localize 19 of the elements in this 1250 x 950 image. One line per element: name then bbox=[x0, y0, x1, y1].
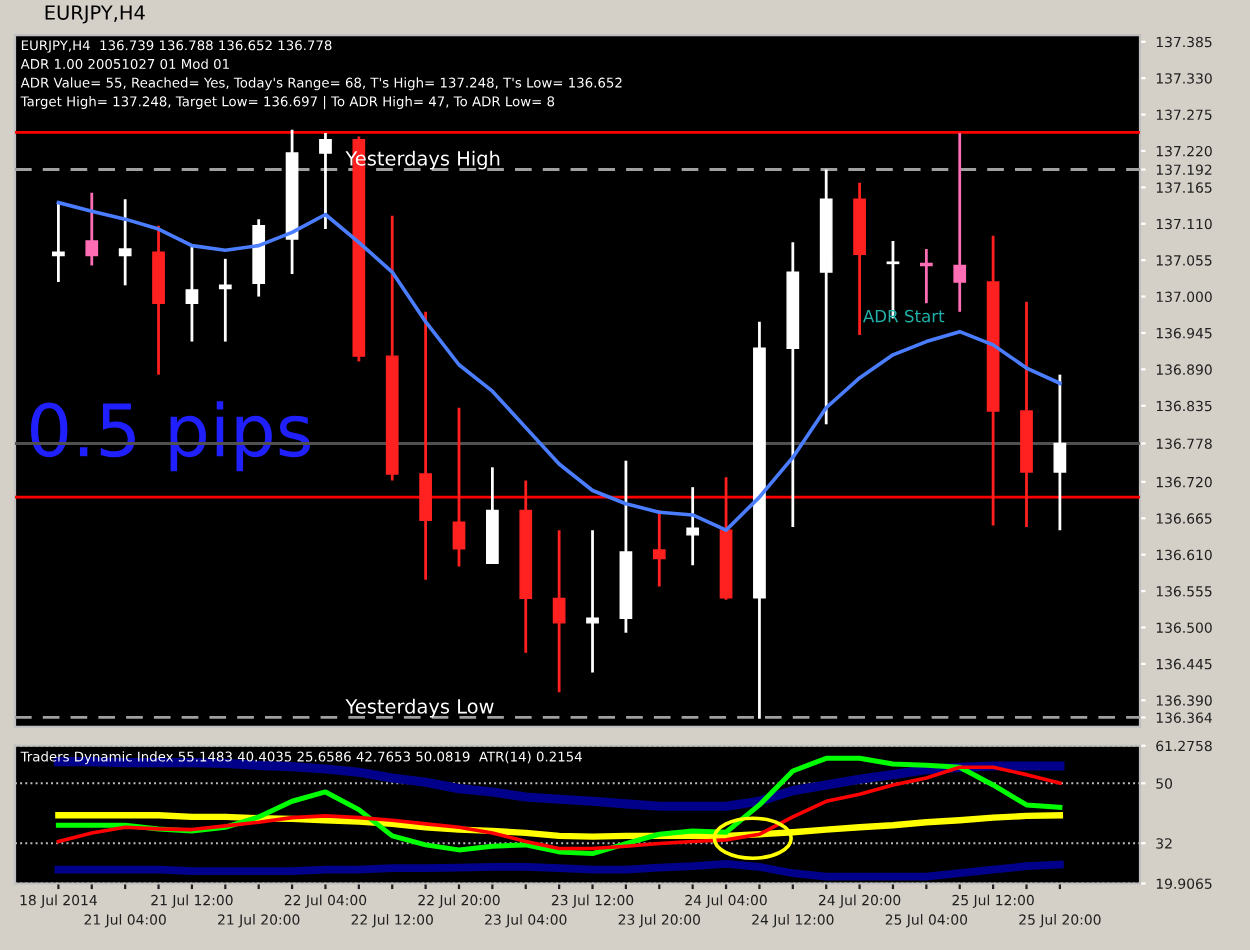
line-series bbox=[54, 859, 1064, 881]
candlestick bbox=[218, 257, 232, 343]
candlestick bbox=[652, 508, 666, 588]
candlestick bbox=[85, 191, 99, 267]
candlestick bbox=[586, 528, 599, 674]
candlestick bbox=[419, 310, 432, 582]
candlestick bbox=[52, 201, 65, 284]
candlestick bbox=[1053, 373, 1067, 532]
chart-title: EURJPY,H4 bbox=[45, 5, 145, 24]
candlestick bbox=[185, 244, 199, 343]
candlestick bbox=[686, 485, 700, 567]
candlestick bbox=[552, 528, 566, 694]
candlestick bbox=[319, 131, 332, 231]
candlestick bbox=[953, 131, 967, 314]
candlestick bbox=[452, 406, 466, 568]
ref-line-label: Yesterdays Low bbox=[345, 698, 494, 718]
candlestick bbox=[118, 197, 132, 287]
candlestick bbox=[919, 247, 933, 305]
annotation: ADR Start bbox=[862, 309, 945, 323]
